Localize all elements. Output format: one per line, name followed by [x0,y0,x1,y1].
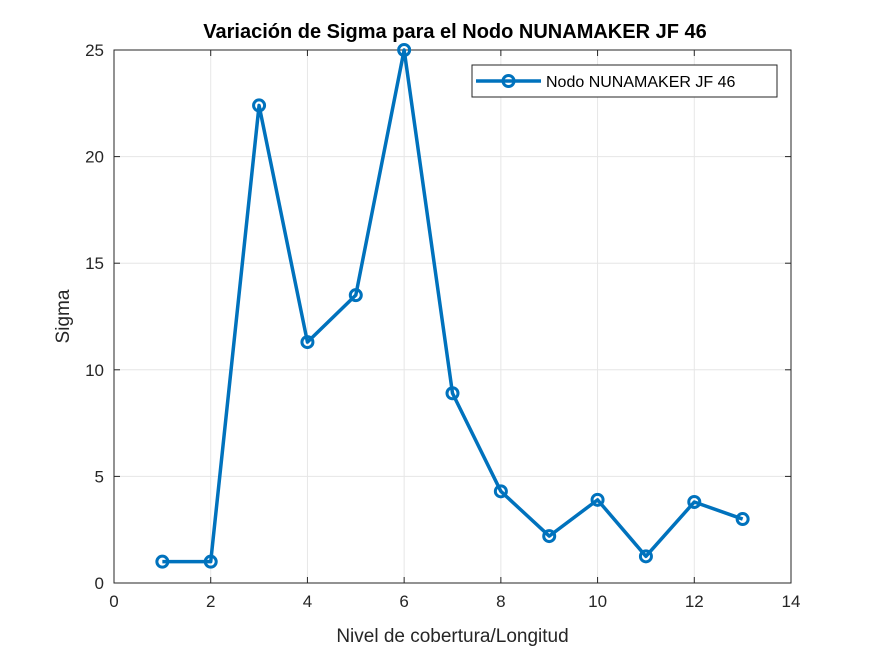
data-point [348,288,363,303]
x-tick-label: 10 [588,592,607,611]
legend-marker [501,74,516,88]
data-point [397,43,412,57]
data-point [252,98,267,113]
data-point [735,512,750,527]
x-axis-label: Nivel de cobertura/Longitud [336,626,568,647]
axis-ticks: 0 2 4 6 8 10 12 14 0 5 10 15 20 25 [85,41,800,611]
data-point [300,335,315,350]
x-tick-label: 8 [496,592,505,611]
y-tick-label: 20 [85,148,104,167]
legend-label: Nodo NUNAMAKER JF 46 [546,74,735,91]
x-tick-label: 4 [303,592,312,611]
x-tick-label: 2 [206,592,215,611]
y-tick-label: 0 [95,574,104,593]
x-tick-label: 12 [685,592,704,611]
series-line [162,48,744,564]
data-point [590,492,605,507]
legend: Nodo NUNAMAKER JF 46 [471,64,778,98]
y-tick-label: 25 [85,41,104,60]
y-axis-label: Sigma [53,289,74,343]
plot-area [114,50,791,583]
data-point [445,386,460,401]
plot-frame [113,49,792,584]
y-tick-label: 5 [95,467,104,486]
y-tick-label: 10 [85,361,104,380]
data-point [155,554,170,569]
x-tick-label: 6 [399,592,408,611]
series-group [155,43,750,569]
data-point [542,529,557,544]
x-tick-label: 0 [109,592,118,611]
y-tick-label: 15 [85,254,104,273]
chart-title: Variación de Sigma para el Nodo NUNAMAKE… [203,21,706,43]
data-point [638,549,653,564]
x-tick-label: 14 [782,592,801,611]
data-point [203,554,218,569]
data-point [493,484,508,499]
data-point [687,494,702,509]
